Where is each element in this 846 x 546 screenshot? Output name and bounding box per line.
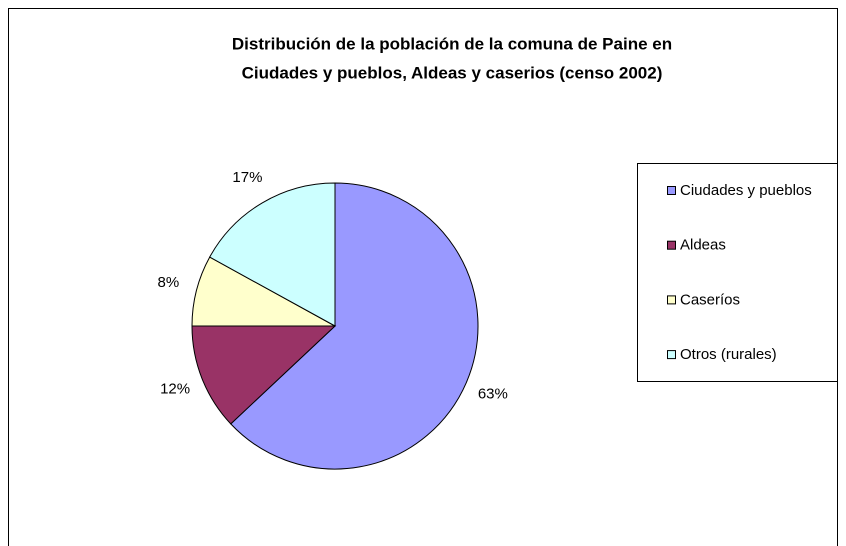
- data-label: 17%: [232, 169, 262, 186]
- data-label: 63%: [478, 385, 508, 402]
- legend-label: Ciudades y pueblos: [680, 182, 812, 199]
- legend-label: Otros (rurales): [680, 346, 777, 363]
- legend-box: [637, 163, 838, 382]
- legend-swatch: [667, 240, 676, 250]
- chart-title: Distribución de la población de la comun…: [232, 34, 672, 53]
- data-label: 12%: [160, 380, 190, 397]
- legend-swatch: [667, 350, 676, 360]
- legend-swatch: [667, 295, 676, 305]
- data-label: 8%: [158, 274, 180, 291]
- legend-label: Caseríos: [680, 291, 740, 308]
- legend-label: Aldeas: [680, 237, 726, 254]
- pie-slice: [191, 325, 337, 425]
- pie-slice: [230, 182, 479, 470]
- legend-swatch: [667, 186, 676, 195]
- chart-title: Ciudades y pueblos, Aldeas y caserios (c…: [242, 63, 663, 82]
- pie-slice: [209, 182, 336, 327]
